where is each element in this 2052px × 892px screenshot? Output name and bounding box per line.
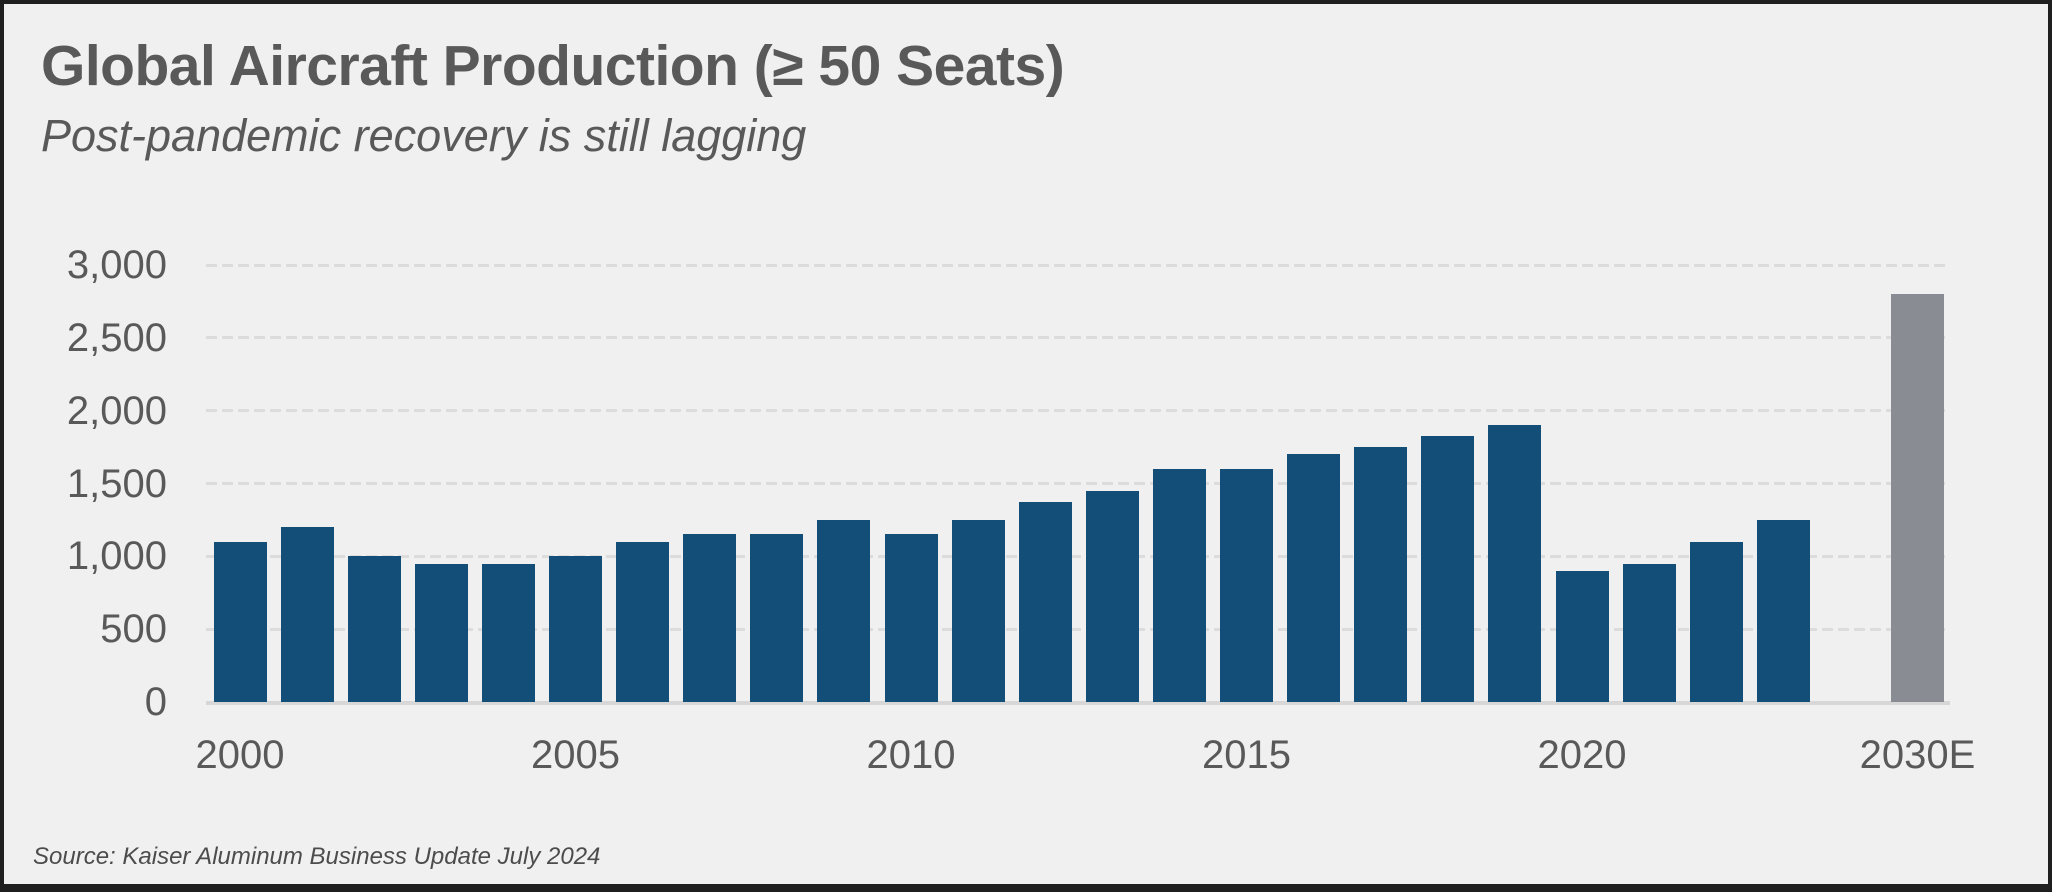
bar-2002 bbox=[347, 556, 401, 702]
gridline-2500 bbox=[206, 336, 1950, 340]
y-tick-label: 500 bbox=[100, 607, 167, 652]
x-tick-label-2000: 2000 bbox=[195, 733, 285, 777]
x-tick-label-2010: 2010 bbox=[866, 733, 956, 777]
bar-2017 bbox=[1354, 447, 1408, 702]
bar-2006 bbox=[616, 541, 670, 702]
bar-2009 bbox=[817, 519, 871, 702]
chart-subtitle: Post-pandemic recovery is still lagging bbox=[41, 110, 807, 161]
bar-2019 bbox=[1488, 425, 1542, 702]
bar-2007 bbox=[683, 534, 737, 702]
bar-2011 bbox=[951, 519, 1005, 702]
y-tick-label: 2,500 bbox=[66, 315, 167, 360]
y-tick-label: 3,000 bbox=[66, 243, 167, 287]
bar-2010 bbox=[884, 534, 938, 702]
bar-2015 bbox=[1220, 468, 1273, 702]
bar-2014 bbox=[1152, 468, 1206, 702]
gridline-500 bbox=[206, 627, 1950, 631]
gridline-3000 bbox=[206, 263, 1950, 267]
bar-2005 bbox=[549, 556, 602, 702]
bar-2030E bbox=[1891, 294, 1944, 702]
axis-baseline bbox=[206, 701, 1950, 705]
bar-2001 bbox=[280, 527, 334, 702]
y-tick-label: 1,000 bbox=[66, 534, 167, 579]
chart-title: Global Aircraft Production (≥ 50 Seats) bbox=[41, 34, 1065, 98]
bar-2003 bbox=[414, 563, 468, 702]
x-tick-label-2020: 2020 bbox=[1537, 733, 1627, 777]
y-tick-label: 1,500 bbox=[66, 461, 167, 506]
x-tick-label-2015: 2015 bbox=[1202, 733, 1291, 777]
bar-2008 bbox=[750, 534, 804, 702]
bar-2022 bbox=[1689, 541, 1743, 702]
y-tick-label: 2,000 bbox=[66, 388, 167, 433]
bar-2016 bbox=[1287, 454, 1341, 702]
y-tick-label: 0 bbox=[144, 680, 167, 724]
gridline-1500 bbox=[206, 482, 1950, 485]
bar-2013 bbox=[1085, 490, 1139, 702]
x-tick-label-2005: 2005 bbox=[531, 733, 620, 777]
bar-2020 bbox=[1555, 570, 1609, 702]
bar-2000 bbox=[213, 541, 267, 702]
source-note: Source: Kaiser Aluminum Business Update … bbox=[33, 843, 601, 870]
gridline-2000 bbox=[206, 409, 1950, 413]
bar-2021 bbox=[1622, 563, 1676, 702]
x-tick-label-2030E: 2030E bbox=[1859, 733, 1976, 777]
gridline-1000 bbox=[206, 554, 1950, 558]
bar-2023 bbox=[1756, 519, 1810, 702]
bar-2018 bbox=[1421, 436, 1475, 702]
bar-2004 bbox=[481, 563, 535, 702]
bar-2012 bbox=[1018, 501, 1072, 702]
